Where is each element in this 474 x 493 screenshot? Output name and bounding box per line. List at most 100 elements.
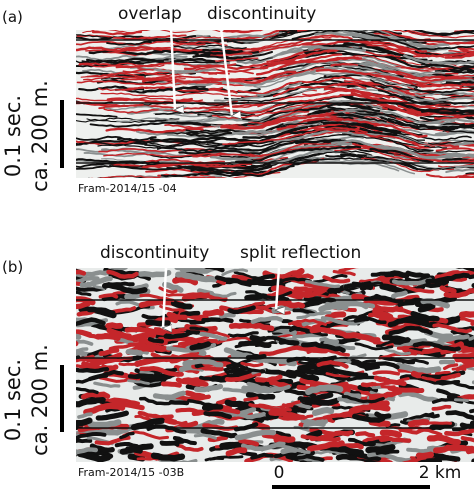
reflection — [213, 95, 264, 102]
reflection — [76, 333, 82, 340]
reflection — [159, 440, 180, 447]
reflection — [179, 310, 201, 317]
reflection — [106, 281, 135, 287]
reflection — [222, 387, 255, 396]
reflection — [103, 152, 237, 158]
reflection — [211, 369, 258, 383]
reflection — [361, 359, 376, 365]
reflection — [383, 270, 410, 279]
reflection — [76, 350, 104, 360]
reflection — [90, 175, 161, 178]
reflection — [384, 87, 474, 103]
reflection — [380, 384, 396, 389]
reflection — [354, 342, 394, 351]
reflection — [423, 66, 474, 72]
reflection — [305, 384, 344, 396]
reflection — [181, 292, 228, 303]
reflection — [207, 435, 229, 443]
reflection — [266, 48, 321, 64]
reflection — [76, 117, 167, 123]
reflection — [76, 135, 157, 142]
reflection — [263, 443, 311, 454]
reflection — [145, 319, 171, 327]
reflection — [455, 268, 474, 272]
reflection — [425, 272, 471, 284]
reflection — [138, 396, 175, 406]
reflection — [458, 340, 474, 348]
reflection — [460, 436, 474, 443]
reflection — [204, 268, 225, 273]
reflection — [271, 49, 338, 65]
reflection — [76, 281, 82, 287]
reflection — [420, 108, 474, 114]
reflection — [434, 270, 461, 281]
reflection — [240, 361, 264, 368]
reflection — [86, 307, 116, 316]
reflection — [166, 311, 188, 321]
reflection — [300, 434, 341, 442]
reflection — [76, 286, 107, 292]
reflection — [210, 51, 253, 58]
reflection — [213, 57, 259, 62]
reflection — [245, 290, 293, 300]
reflection — [462, 358, 474, 365]
reflection — [454, 398, 469, 403]
reflection — [220, 111, 335, 130]
reflection — [76, 101, 126, 107]
reflection — [279, 30, 296, 33]
reflection — [266, 290, 303, 300]
reflection — [272, 82, 367, 98]
reflection — [437, 334, 470, 344]
reflection — [416, 456, 461, 462]
reflection — [468, 335, 474, 341]
reflection — [332, 269, 356, 277]
annotation: split reflection — [240, 243, 361, 263]
reflection — [288, 30, 427, 44]
reflection — [268, 30, 314, 38]
reflection — [415, 451, 434, 460]
reflection — [303, 116, 382, 127]
reflection — [365, 444, 396, 454]
reflection — [222, 126, 368, 145]
reflection — [301, 341, 346, 353]
reflection — [234, 341, 258, 349]
arrow — [169, 27, 175, 110]
reflection — [134, 414, 154, 422]
reflection — [405, 270, 431, 279]
seismic-texture — [76, 268, 474, 462]
reflection — [242, 103, 381, 123]
reflection — [261, 103, 311, 113]
arrow — [161, 267, 166, 328]
reflection — [143, 158, 225, 164]
reflection — [269, 380, 290, 389]
reflection — [250, 315, 283, 324]
reflection — [346, 123, 472, 141]
reflection — [428, 140, 474, 145]
reflection — [292, 454, 325, 462]
reflection — [409, 37, 474, 45]
reflection — [172, 436, 197, 446]
reflection — [264, 369, 297, 379]
reflection — [76, 296, 96, 306]
reflection — [384, 79, 474, 93]
reflection — [178, 140, 305, 155]
reflection — [316, 361, 334, 370]
reflection — [306, 151, 456, 170]
reflection — [76, 54, 188, 61]
reflection — [146, 343, 172, 353]
reflection — [379, 429, 403, 438]
reflection — [80, 391, 111, 400]
reflection — [297, 30, 431, 42]
reflection — [343, 315, 387, 325]
reflection — [352, 413, 386, 423]
reflection — [234, 64, 389, 83]
reflection — [105, 322, 124, 330]
reflection — [79, 62, 165, 68]
reflection — [86, 72, 145, 78]
reflection — [136, 456, 156, 461]
reflection — [421, 375, 441, 383]
reflection — [186, 131, 233, 138]
reflection — [381, 306, 418, 316]
reflection — [246, 381, 291, 393]
reflection — [206, 418, 225, 427]
